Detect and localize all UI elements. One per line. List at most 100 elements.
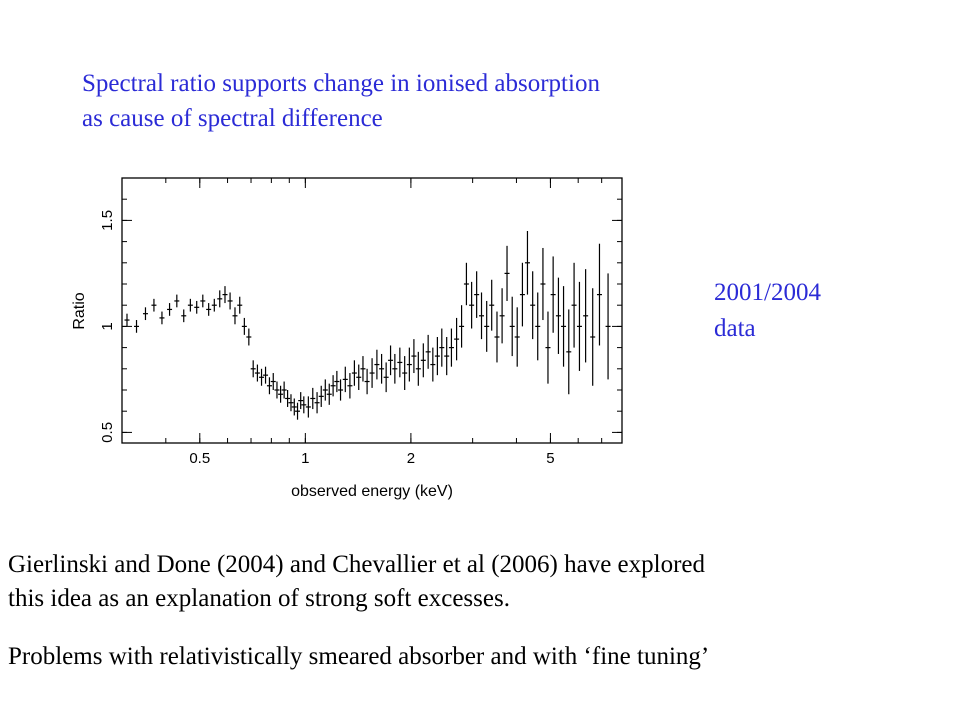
data-point bbox=[237, 296, 243, 314]
data-point bbox=[535, 292, 541, 361]
data-point bbox=[550, 256, 556, 333]
data-label-line-1: 2001/2004 bbox=[714, 279, 821, 306]
y-axis-label: Ratio bbox=[71, 292, 88, 329]
data-point bbox=[583, 269, 589, 363]
data-point bbox=[519, 262, 525, 327]
data-point bbox=[479, 292, 485, 340]
data-point bbox=[270, 373, 276, 390]
data-point bbox=[342, 366, 348, 393]
data-point bbox=[420, 343, 426, 378]
data-point bbox=[494, 311, 500, 363]
data-point bbox=[124, 313, 130, 327]
slide-heading: Spectral ratio supports change in ionise… bbox=[82, 66, 600, 136]
data-point bbox=[181, 309, 187, 323]
y-tick-label: 1.5 bbox=[99, 210, 116, 231]
data-point bbox=[326, 383, 332, 405]
data-point bbox=[288, 394, 294, 412]
data-point bbox=[484, 300, 490, 352]
data-point bbox=[356, 364, 362, 390]
x-tick-label: 1 bbox=[301, 450, 309, 467]
y-tick-label: 1 bbox=[99, 322, 116, 330]
paragraph-problems: Problems with relativistically smeared a… bbox=[8, 643, 710, 670]
data-point bbox=[402, 356, 408, 390]
data-point bbox=[330, 375, 336, 397]
data-point bbox=[571, 262, 577, 348]
data-point bbox=[374, 349, 380, 380]
data-point bbox=[448, 328, 454, 367]
data-point bbox=[605, 273, 611, 380]
data-point bbox=[524, 231, 530, 295]
data-point bbox=[206, 303, 212, 316]
data-point bbox=[596, 243, 602, 346]
paragraph-line-2: this idea as an explanation of strong so… bbox=[8, 585, 510, 612]
data-point bbox=[259, 368, 265, 386]
data-point bbox=[474, 271, 480, 318]
data-point bbox=[217, 290, 223, 308]
data-point bbox=[298, 392, 304, 410]
data-point bbox=[444, 337, 450, 376]
heading-line-2: as cause of spectral difference bbox=[82, 105, 383, 132]
data-point bbox=[392, 353, 398, 384]
data-point bbox=[314, 392, 320, 414]
data-point bbox=[540, 247, 546, 321]
plot-frame bbox=[121, 177, 623, 444]
data-point bbox=[360, 356, 366, 382]
data-point bbox=[514, 307, 520, 367]
data-point bbox=[305, 396, 311, 418]
data-point bbox=[301, 396, 307, 414]
data-point bbox=[250, 360, 256, 378]
data-point bbox=[379, 353, 385, 384]
paragraph-line-1: Gierlinski and Done (2004) and Chevallie… bbox=[8, 551, 705, 578]
data-point bbox=[388, 345, 394, 376]
data-point bbox=[278, 385, 284, 403]
data-point bbox=[555, 277, 561, 354]
data-point bbox=[334, 370, 340, 393]
data-point bbox=[310, 387, 316, 410]
data-point bbox=[194, 300, 200, 314]
data-point bbox=[285, 390, 291, 407]
data-point bbox=[576, 281, 582, 371]
data-point bbox=[142, 307, 148, 321]
data-point bbox=[151, 298, 157, 312]
data-point bbox=[369, 358, 375, 388]
data-point bbox=[211, 298, 217, 312]
data-point bbox=[291, 398, 297, 416]
data-point bbox=[295, 402, 301, 420]
data-point bbox=[411, 339, 417, 374]
y-tick-label: 0.5 bbox=[99, 422, 116, 443]
data-point bbox=[200, 294, 206, 308]
data-point bbox=[241, 317, 247, 335]
data-point bbox=[459, 305, 465, 348]
data-point bbox=[430, 347, 436, 382]
data-point bbox=[347, 373, 353, 399]
x-tick-label: 5 bbox=[546, 450, 554, 467]
data-point bbox=[545, 311, 551, 384]
data-point bbox=[322, 379, 328, 401]
data-point bbox=[351, 360, 357, 386]
data-point bbox=[406, 347, 412, 382]
data-point bbox=[383, 362, 389, 393]
data-point bbox=[566, 309, 572, 395]
data-point bbox=[174, 294, 180, 308]
paragraph-references: Gierlinski and Done (2004) and Chevallie… bbox=[8, 548, 705, 616]
data-point bbox=[274, 381, 280, 399]
heading-line-1: Spectral ratio supports change in ionise… bbox=[82, 70, 600, 97]
data-point bbox=[439, 328, 445, 367]
data-point bbox=[246, 328, 252, 346]
data-point bbox=[509, 296, 515, 357]
data-point bbox=[499, 288, 505, 344]
data-label-line-2: data bbox=[714, 315, 756, 342]
data-point bbox=[434, 337, 440, 376]
data-point bbox=[187, 298, 193, 312]
data-point bbox=[227, 292, 233, 310]
data-point bbox=[415, 351, 421, 386]
data-point bbox=[159, 311, 165, 325]
data-point bbox=[281, 381, 287, 399]
data-point bbox=[232, 307, 238, 325]
data-point bbox=[590, 288, 596, 386]
data-point bbox=[266, 377, 272, 395]
data-point bbox=[489, 279, 495, 331]
data-point bbox=[504, 245, 510, 301]
data-point bbox=[338, 379, 344, 401]
data-point bbox=[469, 281, 475, 329]
